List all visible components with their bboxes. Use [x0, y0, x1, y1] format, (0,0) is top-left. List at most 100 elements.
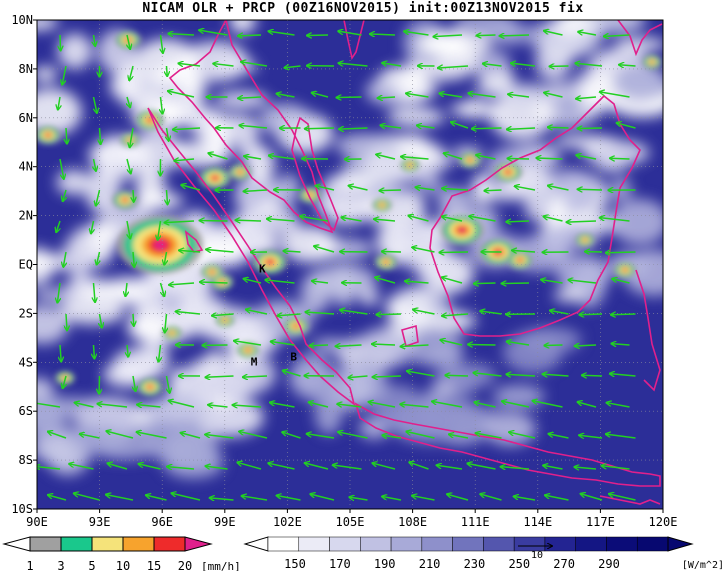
- wind-vector: [206, 250, 234, 252]
- lon-tick-label: 117E: [586, 515, 615, 529]
- wind-vector: [233, 405, 262, 407]
- wind-vector: [578, 32, 597, 36]
- lon-tick-label: 120E: [649, 515, 678, 529]
- wind-vector: [146, 495, 167, 501]
- wind-vector: [600, 92, 630, 98]
- wind-vector: [473, 373, 502, 377]
- wind-vector: [208, 405, 228, 407]
- precip-colorbar-unit: [mm/h]: [201, 560, 241, 571]
- wind-vector: [337, 404, 362, 408]
- wind-vector: [57, 282, 60, 303]
- wind-vector: [100, 313, 102, 328]
- wind-vector: [100, 127, 101, 144]
- wind-vector: [126, 220, 130, 239]
- wind-vector: [239, 125, 268, 128]
- wind-vector: [106, 431, 134, 439]
- wind-vector: [548, 127, 569, 128]
- wind-vector: [306, 312, 335, 314]
- precip-colorbar-low-end: [2, 536, 31, 552]
- vector-reference: 10: [518, 546, 552, 561]
- wind-vector: [338, 31, 362, 36]
- wind-vector: [305, 128, 335, 129]
- wind-vector: [567, 221, 597, 222]
- wind-vector: [369, 402, 396, 408]
- wind-vector: [244, 156, 262, 159]
- wind-vector: [506, 374, 536, 376]
- wind-vector: [405, 281, 429, 283]
- wind-vector: [500, 35, 530, 36]
- wind-vector: [575, 345, 597, 346]
- wind-vector: [507, 342, 530, 346]
- wind-vector: [246, 309, 268, 315]
- lon-tick-label: 108E: [398, 515, 427, 529]
- wind-vector: [401, 157, 429, 159]
- wind-vector: [412, 247, 435, 253]
- wind-vector: [94, 34, 96, 46]
- wind-vector: [165, 221, 195, 223]
- wind-vector: [200, 220, 228, 221]
- wind-vector: [544, 31, 563, 36]
- olr-colorbar-label: 210: [419, 557, 441, 571]
- wind-vector: [382, 435, 402, 438]
- precip-colorbar-label: 20: [178, 559, 192, 571]
- wind-vector: [509, 432, 536, 439]
- coast-islands: [401, 324, 419, 348]
- coast-java: [354, 402, 661, 487]
- wind-vector: [133, 251, 134, 267]
- wind-vector: [380, 190, 402, 191]
- precip-colorbar-label: 15: [147, 559, 161, 571]
- wind-vector: [467, 464, 496, 470]
- wind-vector: [575, 63, 603, 66]
- wind-vector: [48, 495, 67, 501]
- wind-vector: [576, 155, 597, 160]
- coast-islands-2: [184, 230, 204, 253]
- precip-colorbar-swatch: [122, 536, 155, 552]
- lat-tick-label: 4N: [19, 160, 33, 174]
- wind-vector: [382, 63, 402, 67]
- wind-vector: [310, 494, 335, 501]
- coast-malay-peninsula: [291, 116, 339, 232]
- wind-vector: [549, 434, 569, 439]
- wind-vector: [127, 34, 130, 49]
- wind-vector: [283, 371, 301, 377]
- coast-sumatra: [168, 20, 334, 234]
- wind-vector: [300, 216, 329, 222]
- wind-vector: [336, 345, 362, 346]
- wind-vector: [125, 282, 127, 296]
- lat-tick-label: 10N: [11, 13, 33, 27]
- precip-colorbar-label: 3: [57, 559, 64, 571]
- wind-vector: [277, 94, 295, 98]
- wind-vector: [165, 313, 167, 332]
- olr-colorbar-low-end: [243, 536, 269, 552]
- wind-vector: [372, 463, 396, 470]
- marker-b: B: [290, 350, 297, 363]
- vector-reference-label: 10: [531, 550, 543, 561]
- wind-vector: [374, 219, 396, 221]
- wind-vector: [579, 314, 603, 315]
- wind-vector: [508, 94, 530, 97]
- olr-colorbar-swatch: [329, 536, 361, 552]
- wind-vector: [133, 189, 134, 202]
- wind-vector: [442, 216, 463, 222]
- wind-vector: [417, 125, 435, 128]
- wind-vector: [612, 279, 630, 284]
- wind-vector: [305, 463, 329, 470]
- wind-vector: [235, 220, 262, 221]
- coast-sumatra-west: [147, 107, 356, 406]
- wind-vector: [234, 341, 262, 346]
- wind-vector: [158, 344, 160, 362]
- coast-sulawesi: [617, 20, 663, 57]
- wind-vector: [416, 187, 435, 190]
- olr-colorbar-swatch: [360, 536, 392, 552]
- wind-vector: [432, 401, 463, 408]
- wind-vector: [501, 467, 530, 469]
- wind-vector: [137, 432, 167, 439]
- wind-vector: [242, 496, 268, 501]
- wind-vector: [206, 466, 228, 470]
- precip-colorbar-swatch: [29, 536, 62, 552]
- wind-vector: [176, 312, 201, 314]
- wind-vector: [442, 277, 463, 284]
- wind-vector: [606, 252, 636, 253]
- wind-vector: [348, 376, 368, 378]
- wind-vector: [611, 344, 630, 345]
